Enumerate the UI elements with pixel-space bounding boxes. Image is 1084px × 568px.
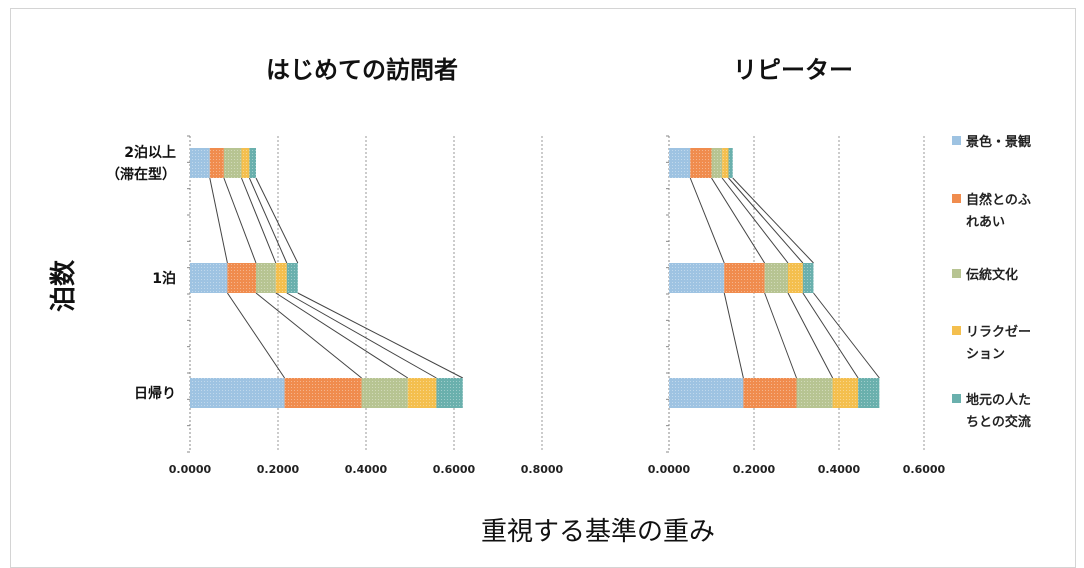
chart-svg: 泊数 重視する基準の重み はじめての訪問者 0.0000 0.2000 0.4000 0…: [49, 56, 1031, 547]
legend-label: 自然とのふ: [966, 192, 1031, 208]
panel-0-bar-texture: [190, 148, 210, 178]
panel-1-connector-line: [689, 177, 725, 264]
category-label: （滞在型）: [106, 166, 176, 183]
legend-label: 景色・景観: [966, 134, 1031, 150]
panel-1-bar-texture: [669, 263, 725, 293]
panel-1-bar-texture: [669, 148, 691, 178]
panel-1-title: リピーター: [733, 56, 853, 84]
legend-swatch: [952, 394, 961, 403]
panel-0-bar-texture: [256, 263, 276, 293]
panel-1-x-tick-label: 0.6000: [903, 463, 946, 476]
panel-1-bar-texture: [722, 148, 729, 178]
panel-1-x-tick-label: 0.2000: [733, 463, 776, 476]
category-label: 1泊: [152, 270, 176, 287]
panel-1-connector-line: [721, 177, 789, 264]
panel-0-x-tick-label: 0.0000: [169, 463, 212, 476]
panel-0-bar-texture: [227, 263, 256, 293]
panel-0-connector-line: [226, 292, 286, 379]
panel-0-connector-line: [255, 177, 299, 264]
panel-0-bar-texture: [361, 378, 408, 408]
panel-0-connector-line: [248, 177, 288, 264]
panel-1-bar-texture: [724, 263, 765, 293]
panel-1-x-tick-label: 0.0000: [648, 463, 691, 476]
panel-1-connector-line: [764, 292, 797, 379]
panel-0-bar-texture: [249, 148, 256, 178]
panel-1-bar-texture: [788, 263, 803, 293]
panel-0-connector-line: [255, 292, 362, 379]
panel-0-bar-texture: [209, 148, 224, 178]
panel-0-connector-line: [241, 177, 277, 264]
panel-0-title: はじめての訪問者: [266, 56, 458, 84]
y-axis-label: 泊数: [49, 259, 79, 312]
panel-0-bar-texture: [275, 263, 287, 293]
panel-1-bar-texture: [764, 263, 788, 293]
panel-0-connector-line: [223, 177, 257, 264]
legend-label: 地元の人た: [966, 392, 1031, 408]
panel-1-bar-texture: [802, 263, 814, 293]
panel-0-bar-texture: [284, 378, 362, 408]
panel-1-bar-texture: [669, 378, 744, 408]
panel-1-connector-line: [813, 292, 880, 379]
panel-1-connector-line: [728, 177, 804, 264]
panel-0-connector-line: [275, 292, 409, 379]
legend-swatch: [952, 326, 961, 335]
category-label: 2泊以上: [124, 144, 176, 161]
panel-1-bar-texture: [796, 378, 833, 408]
panel-0-bar-texture: [241, 148, 250, 178]
panel-1-connector-line: [732, 177, 814, 264]
panel-0-x-tick-label: 0.2000: [257, 463, 300, 476]
category-label: 日帰り: [134, 385, 176, 402]
panel-1-bar-texture: [858, 378, 880, 408]
x-axis-label: 重視する基準の重み: [481, 517, 715, 547]
panel-0-x-tick-label: 0.8000: [521, 463, 564, 476]
legend-label: 伝統文化: [966, 267, 1018, 283]
legend-label: れあい: [966, 215, 1005, 230]
legend-swatch: [952, 269, 961, 278]
panel-0-x-tick-label: 0.6000: [433, 463, 476, 476]
panel-0-connector-line: [297, 292, 464, 379]
panel-0-x-tick-label: 0.4000: [345, 463, 388, 476]
panel-1-bar-texture: [711, 148, 723, 178]
legend-swatch: [952, 136, 961, 145]
panel-0-connector-line: [209, 177, 228, 264]
panel-1-connector-line: [723, 292, 744, 379]
panel-0-bar-texture: [190, 263, 228, 293]
panel-0-bar-texture: [436, 378, 463, 408]
panel-1-bar-texture: [743, 378, 797, 408]
panel-0-bar-texture: [190, 378, 285, 408]
panel-0-connector-line: [286, 292, 437, 379]
legend-label: ちとの交流: [966, 414, 1031, 430]
panel-0-bar-texture: [223, 148, 242, 178]
panel-1-bar-texture: [832, 378, 859, 408]
legend-label: ション: [966, 347, 1005, 362]
panel-1-x-tick-label: 0.4000: [818, 463, 861, 476]
legend-label: リラクゼー: [966, 324, 1031, 340]
panel-1-connector-line: [711, 177, 766, 264]
legend-swatch: [952, 194, 961, 203]
panel-0-bar-texture: [286, 263, 298, 293]
panel-1-connector-line: [802, 292, 859, 379]
panel-1-bar-texture: [728, 148, 733, 178]
panel-0-bar-texture: [407, 378, 437, 408]
panel-1-bar-texture: [690, 148, 712, 178]
panel-1-connector-line: [787, 292, 834, 379]
